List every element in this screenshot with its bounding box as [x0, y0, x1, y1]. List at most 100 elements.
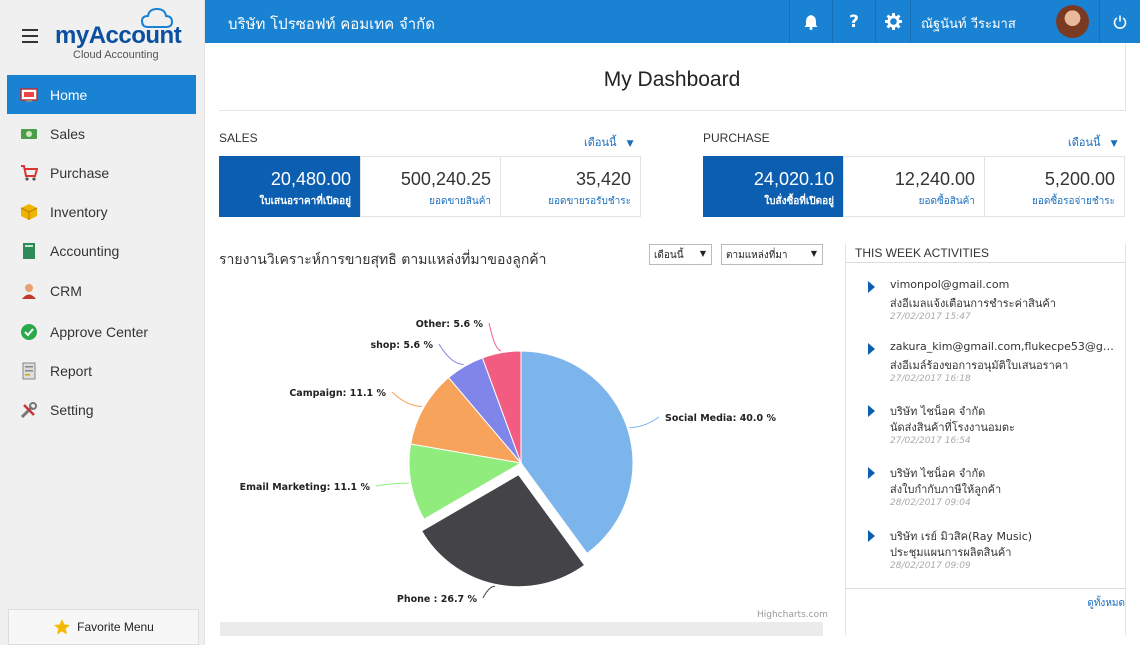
caret-right-icon: [868, 281, 875, 293]
activity-time: 27/02/2017 15:47: [890, 312, 971, 322]
divider: [846, 588, 1126, 589]
pie-slice-campaign[interactable]: [410, 376, 523, 464]
pie-chart: Social Media: 40.0 % Phone : 26.7 % Email …: [240, 319, 777, 605]
card-value: 24,020.10: [753, 169, 834, 189]
sales-card-open-quotations[interactable]: 20,480.00 ใบเสนอราคาที่เปิดอยู่: [219, 156, 361, 217]
power-icon: [1113, 15, 1127, 29]
pie-slice-email-marketing[interactable]: [408, 443, 523, 520]
brand-tagline: Cloud Accounting: [73, 49, 159, 61]
connector-line: [438, 343, 464, 365]
home-icon: [20, 87, 38, 102]
help-icon: ?: [849, 11, 859, 32]
chart-period-select[interactable]: เดือนนี้ ▼: [649, 244, 712, 265]
purchase-card-purchase-amount[interactable]: 12,240.00 ยอดซื้อสินค้า: [843, 156, 985, 217]
cart-icon: [21, 164, 38, 181]
card-caption: ยอดซื้อสินค้า: [918, 196, 975, 207]
tools-icon: [20, 401, 37, 418]
sidebar-item-label: Report: [50, 362, 93, 379]
card-caption: ยอดซื้อรอจ่ายชำระ: [1031, 196, 1115, 207]
purchase-period-label: เดือนนี้: [1068, 136, 1101, 149]
purchase-card-open-orders[interactable]: 24,020.10 ใบสั่งซื้อที่เปิดอยู่: [703, 156, 844, 217]
card-caption: ยอดขายสินค้า: [429, 196, 491, 207]
activity-what: ส่งใบกำกับภาษีให้ลูกค้า: [890, 483, 1002, 496]
activity-who: vimonpol@gmail.com: [890, 278, 1010, 291]
user-name: ณัฐนันท์ วีระมาส: [921, 17, 1016, 32]
favorite-menu-button[interactable]: Favorite Menu: [8, 609, 199, 645]
sidebar-item-label: Accounting: [50, 242, 120, 259]
sidebar-item-report[interactable]: Report: [7, 351, 196, 390]
box-icon: [20, 203, 38, 220]
sidebar-item-label: Purchase: [50, 164, 110, 181]
sidebar-item-accounting[interactable]: Accounting: [7, 231, 196, 270]
cloud-logo-icon: [141, 7, 173, 28]
sales-period-dropdown[interactable]: เดือนนี้ ▼: [584, 133, 633, 151]
gear-icon: [884, 13, 902, 30]
caret-down-icon: ▼: [810, 249, 817, 258]
sidebar-item-label: CRM: [50, 283, 82, 299]
purchase-period-dropdown[interactable]: เดือนนี้ ▼: [1068, 133, 1117, 151]
caret-right-icon: [868, 405, 875, 417]
purchase-card-payable[interactable]: 5,200.00 ยอดซื้อรอจ่ายชำระ: [984, 156, 1125, 217]
activity-what: ส่งอีเมลแจ้งเตือนการชำระค่าสินค้า: [890, 297, 1056, 310]
data-label: Other: 5.6 %: [416, 319, 484, 330]
chart-source-select[interactable]: ตามแหล่งที่มา ▼: [721, 244, 823, 265]
title-bar: My Dashboard: [219, 43, 1126, 111]
sidebar-item-label: Setting: [50, 401, 94, 418]
sidebar-item-inventory[interactable]: Inventory: [7, 192, 196, 231]
avatar[interactable]: [1056, 5, 1089, 38]
check-icon: [21, 323, 37, 340]
sidebar-item-home[interactable]: Home: [7, 75, 196, 114]
activities-panel: THIS WEEK ACTIVITIES vimonpol@gmail.com …: [845, 243, 1126, 635]
favorite-menu-label: Favorite Menu: [77, 620, 154, 634]
sidebar-item-setting[interactable]: Setting: [7, 390, 196, 429]
user-menu[interactable]: [910, 0, 1099, 43]
data-label: Social Media: 40.0 %: [665, 413, 776, 424]
logout-button[interactable]: [1099, 0, 1140, 43]
sidebar-item-sales[interactable]: Sales: [7, 114, 196, 153]
brand-name: myAccount: [55, 22, 182, 49]
pie-slice-social-media[interactable]: [520, 350, 634, 555]
caret-down-icon: ▼: [626, 139, 634, 149]
sidebar-item-approve-center[interactable]: Approve Center: [7, 312, 196, 351]
activity-who: zakura_kim@gmail.com,flukecpe53@gmail.co…: [890, 340, 1122, 353]
purchase-section-label: PURCHASE: [703, 131, 770, 145]
notifications-button[interactable]: [789, 0, 832, 43]
hamburger-menu-icon[interactable]: [22, 29, 38, 43]
pie-slice-phone[interactable]: [420, 474, 586, 588]
card-caption: ยอดขายรอรับชำระ: [548, 196, 631, 207]
help-button[interactable]: ?: [832, 0, 875, 43]
card-value: 35,420: [575, 169, 631, 189]
card-value: 12,240.00: [894, 169, 975, 189]
sales-period-label: เดือนนี้: [584, 136, 617, 149]
sidebar-item-crm[interactable]: CRM: [7, 270, 196, 312]
sidebar-item-label: Approve Center: [50, 323, 149, 340]
chart-panel-title: รายงานวิเคราะห์การขายสุทธิ ตามแหล่งที่มา…: [219, 252, 547, 268]
see-all-link[interactable]: ดูทั้งหมด: [1087, 598, 1125, 609]
pie-slice-other[interactable]: [481, 350, 522, 464]
activity-what: นัดส่งสินค้าที่โรงงานอมตะ: [890, 421, 1015, 434]
connector-line: [488, 322, 502, 352]
sidebar-item-label: Inventory: [50, 203, 108, 220]
bell-icon: [804, 14, 818, 30]
card-value: 500,240.25: [400, 169, 491, 189]
caret-right-icon: [868, 530, 875, 542]
sidebar-item-purchase[interactable]: Purchase: [7, 153, 196, 192]
settings-button[interactable]: [875, 0, 910, 43]
select-value: ตามแหล่งที่มา: [726, 250, 788, 261]
logo-area: myAccount Cloud Accounting: [0, 0, 205, 72]
book-icon: [23, 242, 35, 259]
caret-down-icon: ▼: [1110, 139, 1118, 149]
card-caption: ใบเสนอราคาที่เปิดอยู่: [259, 196, 351, 207]
connector-line: [375, 482, 409, 487]
activity-time: 28/02/2017 09:04: [890, 498, 971, 508]
sales-card-receivable[interactable]: 35,420 ยอดขายรอรับชำระ: [500, 156, 641, 217]
activity-what: ส่งอีเมล์ร้องขอการอนุมัติใบเสนอราคา: [890, 359, 1069, 372]
sidebar-nav: Home Sales Purchase Inventory Accounting…: [7, 75, 196, 429]
chart-credit[interactable]: Highcharts.com: [757, 610, 828, 620]
activity-what: ประชุมแผนการผลิตสินค้า: [890, 546, 1012, 559]
sidebar-item-label: Home: [50, 86, 88, 103]
sales-card-sales-amount[interactable]: 500,240.25 ยอดขายสินค้า: [360, 156, 501, 217]
activity-time: 27/02/2017 16:54: [890, 436, 971, 446]
sidebar: myAccount Cloud Accounting Home Sales Pu…: [0, 0, 205, 645]
caret-right-icon: [868, 343, 875, 355]
